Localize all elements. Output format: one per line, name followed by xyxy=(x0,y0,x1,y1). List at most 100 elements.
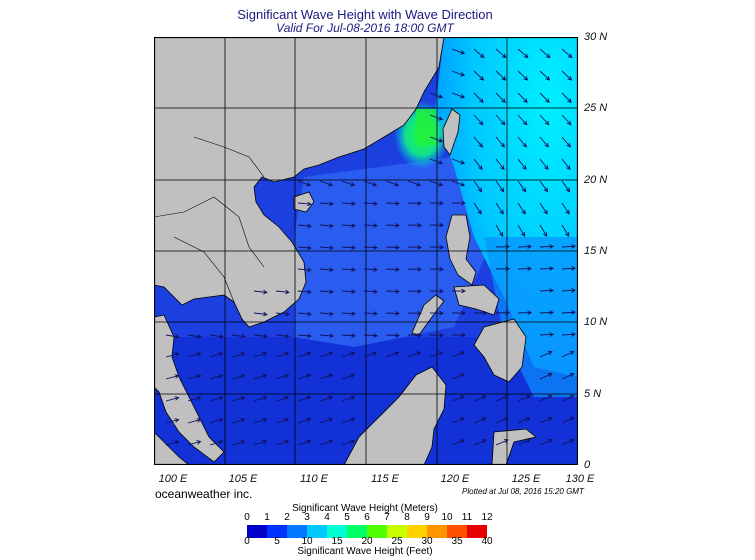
wave-arrow xyxy=(495,310,510,316)
wave-arrow xyxy=(517,158,527,171)
wave-arrow xyxy=(297,311,312,317)
colorbar-segment xyxy=(407,525,428,538)
wave-arrow xyxy=(473,439,487,446)
wave-arrow xyxy=(363,333,378,338)
colorbar-meter-tick: 3 xyxy=(304,512,310,523)
wave-arrow xyxy=(319,245,334,251)
wave-arrow xyxy=(561,114,572,126)
wave-arrow xyxy=(429,310,444,316)
wave-arrow xyxy=(429,92,444,99)
wave-arrow xyxy=(319,267,334,273)
wave-arrow xyxy=(539,48,551,59)
wave-arrow xyxy=(209,440,224,446)
wave-arrow xyxy=(539,114,550,126)
wave-arrow xyxy=(275,439,290,446)
wave-arrow xyxy=(297,289,312,295)
wave-arrow xyxy=(495,224,504,237)
wave-arrow xyxy=(539,332,554,337)
colorbar-meter-tick: 6 xyxy=(364,512,370,523)
wave-arrow xyxy=(407,180,422,187)
wave-arrow xyxy=(495,114,506,126)
colorbar-segment xyxy=(307,525,328,538)
wave-arrow xyxy=(517,244,532,249)
wave-arrow xyxy=(517,48,529,59)
wave-arrow xyxy=(539,136,549,148)
wave-arrow xyxy=(539,416,553,424)
wave-arrow xyxy=(473,202,482,215)
wave-arrow xyxy=(385,245,400,250)
wave-arrow xyxy=(473,417,487,424)
wave-arrow xyxy=(253,439,268,446)
land-borneo xyxy=(343,366,447,465)
wave-arrow xyxy=(407,222,422,228)
wave-arrow xyxy=(165,352,180,358)
wave-arrow xyxy=(385,351,400,358)
wave-arrow xyxy=(429,114,444,121)
lat-label: 0 xyxy=(584,459,591,471)
wave-arrow xyxy=(187,418,202,424)
wave-arrow xyxy=(451,48,466,55)
wave-arrow xyxy=(517,114,528,126)
wave-arrow xyxy=(473,70,485,81)
wave-arrow xyxy=(363,311,378,316)
colorbar-feet-tick: 25 xyxy=(391,536,403,547)
wave-arrow xyxy=(451,158,466,165)
land-hainan xyxy=(293,191,315,213)
land-sumatra xyxy=(154,431,190,465)
wave-arrow xyxy=(517,92,528,103)
wave-arrow xyxy=(297,373,312,380)
sea-mid-band xyxy=(294,157,494,347)
lat-label: 20 N xyxy=(584,174,608,186)
wave-arrow xyxy=(561,70,573,81)
wave-arrow xyxy=(451,395,465,402)
chart-subtitle: Valid For Jul-08-2016 18:00 GMT xyxy=(276,21,454,35)
wave-arrow xyxy=(429,351,443,358)
wave-arrow xyxy=(561,310,576,315)
lon-label: 120 E xyxy=(440,473,470,485)
wave-arrow xyxy=(363,289,378,294)
wave-arrow xyxy=(319,439,334,446)
wave-arrow xyxy=(407,288,422,294)
wave-arrow xyxy=(451,310,466,316)
wave-arrow xyxy=(297,245,312,251)
wave-arrow xyxy=(253,351,268,358)
wave-arrow xyxy=(341,333,356,338)
wave-arrow xyxy=(495,70,507,81)
lat-label: 15 N xyxy=(584,245,608,257)
colorbar-meters-title: Significant Wave Height (Meters) xyxy=(292,503,438,514)
wave-arrow xyxy=(539,350,553,358)
wave-arrow xyxy=(385,289,400,294)
wave-arrow xyxy=(495,180,505,193)
brand-label: oceanweather inc. xyxy=(155,487,253,501)
wave-arrow xyxy=(473,310,488,316)
colorbar xyxy=(247,525,487,538)
colorbar-meter-tick: 10 xyxy=(441,512,453,523)
wave-arrow xyxy=(297,395,312,402)
wave-arrow xyxy=(539,224,548,237)
wave-arrow xyxy=(319,180,334,187)
wave-arrow xyxy=(539,310,554,315)
colorbar-segment xyxy=(367,525,388,538)
wave-arrow xyxy=(561,350,575,358)
wave-arrow xyxy=(473,136,483,148)
wave-arrow xyxy=(429,180,444,187)
colorbar-feet-tick: 40 xyxy=(481,536,493,547)
wave-arrow xyxy=(187,374,202,380)
wave-arrow xyxy=(231,417,246,424)
wave-arrow xyxy=(451,351,465,358)
wave-arrow xyxy=(517,136,527,148)
wave-arrow xyxy=(319,201,334,207)
lat-label: 10 N xyxy=(584,316,608,328)
wave-arrow xyxy=(539,244,554,249)
wave-arrow xyxy=(341,289,356,294)
lon-label: 115 E xyxy=(371,473,399,485)
wave-arrow xyxy=(275,311,290,317)
wave-arrow xyxy=(561,438,575,446)
wave-arrow xyxy=(231,351,246,358)
colorbar-segment xyxy=(427,525,448,538)
colorbar-meter-tick: 5 xyxy=(344,512,350,523)
lon-label: 100 E xyxy=(158,473,188,485)
colorbar-feet-tick: 10 xyxy=(301,536,313,547)
lat-label: 25 N xyxy=(584,102,608,114)
wave-arrow xyxy=(561,48,573,59)
